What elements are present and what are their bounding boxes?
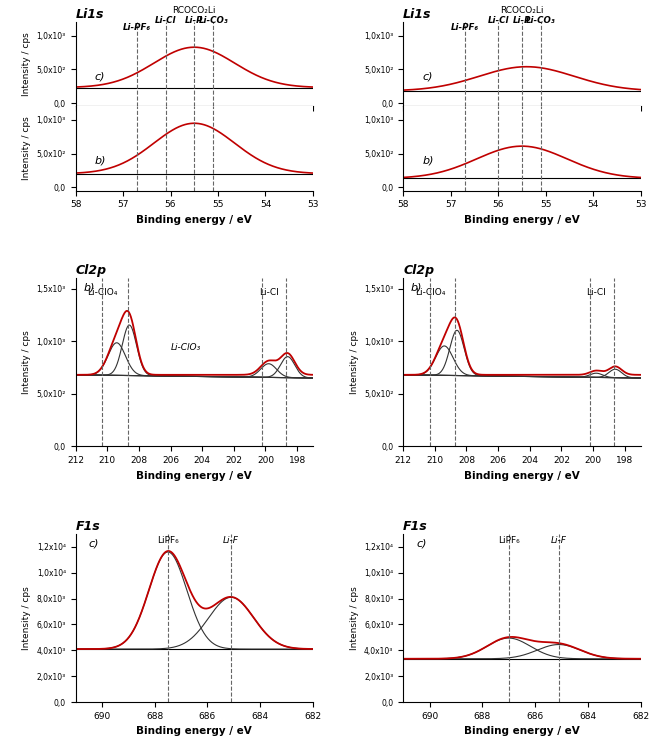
X-axis label: Binding energy / eV: Binding energy / eV — [137, 215, 252, 225]
Text: Li-P: Li-P — [512, 16, 531, 25]
Text: Li-F: Li-F — [223, 536, 239, 545]
Text: Li-CO₃: Li-CO₃ — [526, 16, 556, 25]
Text: F1s: F1s — [76, 519, 101, 533]
Text: Cl2p: Cl2p — [76, 264, 106, 277]
Text: Cl2p: Cl2p — [403, 264, 434, 277]
Text: b): b) — [411, 282, 422, 292]
Text: Li-PF₆: Li-PF₆ — [124, 23, 151, 32]
Text: c): c) — [422, 71, 433, 82]
Y-axis label: Intensity / cps: Intensity / cps — [22, 331, 31, 394]
Text: Li1s: Li1s — [76, 8, 104, 21]
Y-axis label: Intensity / cps: Intensity / cps — [22, 33, 31, 97]
Text: Li1s: Li1s — [403, 8, 432, 21]
Text: Li-ClO₃: Li-ClO₃ — [171, 343, 202, 351]
Text: Li-CO₃: Li-CO₃ — [198, 16, 228, 25]
X-axis label: Binding energy / eV: Binding energy / eV — [464, 215, 579, 225]
Text: Li-F: Li-F — [551, 536, 567, 545]
Text: F1s: F1s — [403, 519, 428, 533]
X-axis label: Binding energy / eV: Binding energy / eV — [137, 470, 252, 481]
X-axis label: Binding energy / eV: Binding energy / eV — [464, 727, 579, 736]
Text: Li-Cl: Li-Cl — [487, 16, 509, 25]
X-axis label: Binding energy / eV: Binding energy / eV — [137, 727, 252, 736]
Text: Li-PF₆: Li-PF₆ — [451, 23, 479, 32]
Text: Li-Cl: Li-Cl — [155, 16, 177, 25]
Text: RCOCO₂Li: RCOCO₂Li — [500, 6, 543, 15]
Text: RCOCO₂Li: RCOCO₂Li — [173, 6, 216, 15]
Y-axis label: Intensity / cps: Intensity / cps — [350, 586, 359, 650]
Text: Li-P: Li-P — [185, 16, 204, 25]
Text: Li-Cl: Li-Cl — [259, 288, 279, 296]
Text: Li-ClO₄: Li-ClO₄ — [415, 288, 445, 296]
Text: Li-ClO₄: Li-ClO₄ — [87, 288, 118, 296]
Y-axis label: Intensity / cps: Intensity / cps — [22, 117, 31, 181]
Text: c): c) — [417, 539, 427, 549]
Text: b): b) — [422, 155, 434, 166]
Text: c): c) — [95, 71, 105, 82]
Y-axis label: Intensity / cps: Intensity / cps — [350, 331, 359, 394]
Y-axis label: Intensity / cps: Intensity / cps — [22, 586, 31, 650]
Text: LiPF₆: LiPF₆ — [157, 536, 179, 545]
X-axis label: Binding energy / eV: Binding energy / eV — [464, 470, 579, 481]
Text: LiPF₆: LiPF₆ — [498, 536, 520, 545]
Text: b): b) — [83, 282, 95, 292]
Text: Li-Cl: Li-Cl — [587, 288, 606, 296]
Text: b): b) — [95, 155, 106, 166]
Text: c): c) — [89, 539, 99, 549]
